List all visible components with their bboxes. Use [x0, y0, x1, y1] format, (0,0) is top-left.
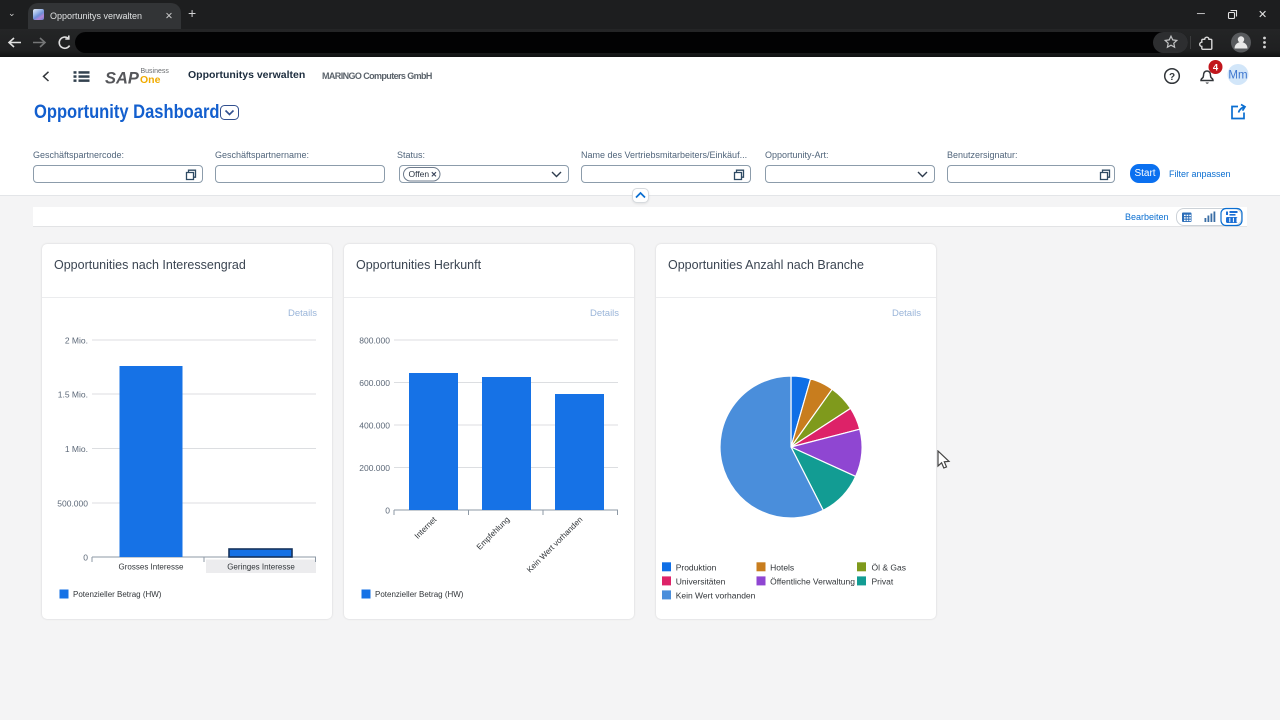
- svg-text:Kein Wert vorhanden: Kein Wert vorhanden: [676, 590, 756, 600]
- svg-text:Empfehlung: Empfehlung: [475, 515, 512, 552]
- svg-text:Privat: Privat: [872, 576, 894, 586]
- svg-text:0: 0: [385, 506, 390, 516]
- svg-text:500.000: 500.000: [57, 499, 88, 509]
- svg-text:Geringes Interesse: Geringes Interesse: [227, 563, 295, 572]
- svg-text:200.000: 200.000: [359, 463, 390, 473]
- svg-text:Grosses Interesse: Grosses Interesse: [119, 563, 184, 572]
- svg-text:Produktion: Produktion: [676, 562, 717, 572]
- svg-text:?: ?: [1169, 72, 1175, 83]
- svg-text:1.5 Mio.: 1.5 Mio.: [58, 390, 88, 400]
- svg-text:One: One: [140, 74, 161, 86]
- svg-text:2 Mio.: 2 Mio.: [65, 336, 88, 346]
- svg-text:600.000: 600.000: [359, 378, 390, 388]
- svg-text:Universitäten: Universitäten: [676, 576, 726, 586]
- svg-text:Potenzieller Betrag (HW): Potenzieller Betrag (HW): [73, 590, 162, 599]
- svg-text:800.000: 800.000: [359, 336, 390, 346]
- svg-text:1 Mio.: 1 Mio.: [65, 444, 88, 454]
- svg-text:400.000: 400.000: [359, 421, 390, 431]
- svg-text:Hotels: Hotels: [770, 562, 794, 572]
- svg-text:Internet: Internet: [413, 515, 439, 541]
- svg-text:Potenzieller Betrag (HW): Potenzieller Betrag (HW): [375, 590, 464, 599]
- svg-text:Öffentliche Verwaltung: Öffentliche Verwaltung: [770, 576, 855, 586]
- svg-text:Kein Wert vorhanden: Kein Wert vorhanden: [525, 515, 584, 574]
- svg-text:SAP: SAP: [105, 70, 140, 88]
- svg-text:0: 0: [83, 553, 88, 563]
- svg-text:Mm: Mm: [1228, 70, 1247, 82]
- svg-text:Business: Business: [141, 68, 170, 75]
- svg-text:4: 4: [1213, 63, 1219, 74]
- svg-text:Offen: Offen: [409, 169, 430, 179]
- svg-text:Öl & Gas: Öl & Gas: [872, 562, 906, 572]
